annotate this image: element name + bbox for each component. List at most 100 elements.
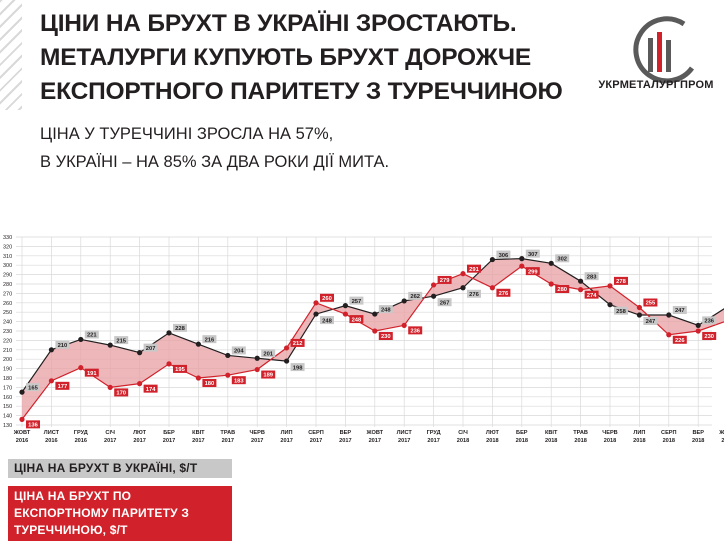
label-box-ukraine — [525, 249, 540, 258]
data-label-ukraine: 248 — [322, 318, 332, 324]
label-box-turkey — [84, 368, 99, 377]
x-tick-label-year: 2017 — [280, 438, 292, 444]
data-label-turkey: 191 — [87, 371, 97, 377]
data-label-turkey: 230 — [704, 334, 714, 340]
y-tick-label: 140 — [3, 414, 12, 420]
point-turkey — [195, 375, 201, 381]
point-ukraine — [460, 285, 466, 291]
x-tick-label-month: ЛИСТ — [397, 430, 413, 436]
label-box-turkey — [408, 326, 423, 335]
point-turkey — [166, 361, 172, 367]
x-tick-label-year: 2018 — [545, 438, 557, 444]
data-label-ukraine: 236 — [704, 319, 714, 325]
point-ukraine — [636, 312, 643, 318]
data-label-turkey: 274 — [587, 293, 597, 299]
x-tick-label-month: БЕР — [516, 430, 528, 436]
point-ukraine — [254, 355, 260, 361]
point-ukraine — [107, 342, 113, 348]
x-tick-label-month: ЛЮТ — [133, 430, 147, 436]
label-box-turkey — [349, 315, 364, 324]
x-tick-label-month: СЕРП — [661, 430, 677, 436]
data-label-ukraine: 215 — [116, 338, 126, 344]
point-turkey — [137, 381, 143, 387]
point-turkey — [460, 271, 466, 277]
data-label-turkey: 236 — [410, 329, 420, 335]
label-box-turkey — [231, 376, 246, 385]
x-tick-label-year: 2017 — [104, 438, 116, 444]
label-box-turkey — [702, 332, 717, 340]
data-label-turkey: 230 — [381, 334, 391, 340]
data-label-turkey: 280 — [557, 287, 567, 293]
label-box-ukraine — [672, 306, 687, 315]
point-ukraine — [48, 347, 55, 353]
y-tick-label: 150 — [3, 404, 12, 410]
label-box-ukraine — [584, 272, 599, 281]
point-turkey — [225, 372, 231, 378]
x-tick-label-month: ТРАВ — [573, 430, 588, 436]
label-box-turkey — [26, 420, 40, 429]
x-tick-label-month: ЖОВТ — [366, 430, 384, 436]
data-label-ukraine: 307 — [528, 252, 538, 258]
label-box-ukraine — [26, 383, 40, 392]
label-box-turkey — [320, 293, 334, 302]
data-label-turkey: 180 — [205, 381, 215, 387]
legend-ukraine: ЦІНА НА БРУХТ В УКРАЇНІ, $/Т — [8, 459, 232, 478]
point-turkey — [519, 263, 525, 269]
data-label-ukraine: 283 — [587, 274, 597, 280]
x-tick-label-month: ЛИП — [281, 430, 293, 436]
x-tick-label-month: ЧЕРВ — [602, 430, 617, 436]
data-label-ukraine: 216 — [205, 337, 215, 343]
data-label-turkey: 255 — [646, 301, 656, 307]
x-tick-label-year: 2018 — [663, 438, 675, 444]
data-label-turkey: 136 — [28, 423, 38, 429]
point-ukraine — [166, 330, 172, 336]
data-label-ukraine: 248 — [381, 307, 391, 313]
label-box-ukraine — [496, 250, 511, 259]
y-tick-label: 250 — [3, 310, 12, 316]
x-tick-label-year: 2018 — [574, 438, 586, 444]
decorative-stripes — [0, 0, 22, 110]
point-ukraine — [666, 312, 672, 318]
label-box-turkey — [496, 288, 511, 297]
label-box-turkey — [555, 285, 570, 293]
x-tick-label-year: 2017 — [398, 438, 410, 444]
label-box-ukraine — [408, 291, 423, 300]
x-tick-label-year: 2018 — [516, 438, 528, 444]
y-tick-label: 130 — [3, 423, 12, 429]
label-box-ukraine — [378, 305, 393, 314]
page-title: ЦІНИ НА БРУХТ В УКРАЇНІ ЗРОСТАЮТЬ. МЕТАЛ… — [40, 7, 600, 109]
x-tick-label-year: 2017 — [369, 438, 381, 444]
x-tick-label-month: ЛИСТ — [44, 430, 60, 436]
y-tick-label: 270 — [3, 291, 12, 297]
label-box-turkey — [202, 379, 217, 387]
point-ukraine — [195, 341, 201, 347]
data-label-ukraine: 210 — [58, 343, 68, 349]
point-turkey — [107, 384, 113, 390]
point-turkey — [313, 300, 319, 306]
label-box-turkey — [290, 338, 305, 347]
point-turkey — [695, 328, 701, 334]
x-tick-label-year: 2017 — [310, 438, 322, 444]
label-box-ukraine — [202, 335, 217, 344]
x-tick-label-year: 2017 — [251, 438, 263, 444]
point-ukraine — [284, 358, 290, 364]
y-tick-label: 320 — [3, 244, 12, 250]
y-tick-label: 300 — [3, 263, 12, 269]
point-ukraine — [578, 278, 584, 284]
point-ukraine — [607, 302, 613, 308]
title-line-2: МЕТАЛУРГИ КУПУЮТЬ БРУХТ ДОРОЖЧЕ — [40, 44, 531, 71]
label-box-ukraine — [114, 336, 129, 345]
x-tick-label-month: ЛЮТ — [486, 430, 500, 436]
data-label-ukraine: 207 — [146, 346, 156, 352]
x-tick-label-month: ЛИП — [633, 430, 645, 436]
label-box-turkey — [437, 275, 452, 284]
label-box-ukraine — [643, 317, 658, 326]
point-ukraine — [342, 303, 348, 309]
point-turkey — [78, 365, 84, 371]
x-tick-label-month: ГРУД — [427, 430, 441, 436]
subtitle-line-2: В УКРАЇНІ – НА 85% ЗА ДВА РОКИ ДІЇ МИТА. — [40, 153, 390, 171]
y-tick-label: 180 — [3, 376, 12, 382]
label-box-turkey — [55, 381, 70, 390]
difference-band — [22, 258, 724, 420]
data-label-ukraine: 228 — [175, 326, 185, 332]
